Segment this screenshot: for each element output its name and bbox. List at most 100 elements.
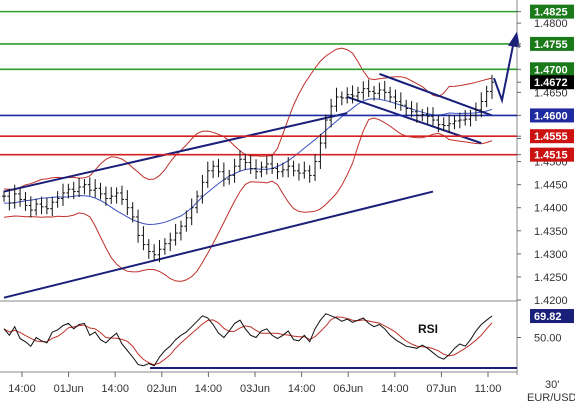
candle	[232, 158, 237, 183]
price-tick-label: 1.4250	[534, 272, 568, 284]
price-tick-label: 1.4650	[534, 87, 568, 99]
candle	[60, 183, 65, 206]
candle	[34, 198, 39, 216]
candle	[377, 82, 382, 99]
candle	[366, 79, 371, 97]
time-tick-label: 06Jun	[333, 383, 363, 395]
candle	[243, 153, 248, 170]
candle	[490, 74, 494, 99]
candle	[296, 163, 301, 181]
level-label-box-resistance-1	[530, 4, 574, 19]
candle	[259, 161, 264, 178]
candle	[2, 190, 6, 202]
price-candles	[2, 74, 494, 263]
rsi-name-label: RSI	[418, 322, 438, 336]
candle	[98, 182, 103, 200]
candle	[323, 114, 328, 149]
candle	[237, 150, 242, 172]
candle	[270, 154, 275, 175]
candle	[77, 177, 82, 198]
candle	[463, 109, 468, 126]
candle	[313, 154, 318, 181]
price-tick-label: 1.4350	[534, 226, 568, 238]
timeframe-label: 30'	[545, 379, 559, 391]
candle	[157, 240, 162, 263]
level-label-pivot: 1.4600	[534, 110, 568, 122]
candle	[82, 179, 87, 195]
price-tick-label: 1.4800	[534, 18, 568, 30]
candle	[388, 86, 393, 103]
time-tick-label: 14:00	[101, 383, 129, 395]
level-label-box-support-2	[530, 147, 574, 162]
candle	[479, 92, 484, 118]
candle	[184, 210, 189, 232]
level-labels: 1.4825 1.4755 1.4700 1.4600 1.4555 1.4515 1.46…	[530, 4, 574, 162]
candle	[339, 91, 344, 106]
candle	[109, 186, 114, 205]
forecast-path	[493, 40, 515, 104]
rsi-tick-label: 50.00	[534, 333, 562, 345]
candle	[216, 158, 221, 178]
lower-channel-line	[3, 190, 434, 299]
candle	[307, 165, 312, 183]
candle	[44, 197, 49, 215]
pair-label: EUR/USD	[527, 392, 575, 404]
candle	[136, 209, 141, 243]
candle	[12, 184, 17, 209]
candle	[291, 160, 296, 177]
level-label-support-1: 1.4555	[534, 131, 568, 143]
candle	[141, 226, 146, 251]
price-panel	[0, 0, 517, 300]
candle	[146, 239, 151, 259]
candle	[452, 115, 457, 130]
candle	[173, 223, 178, 246]
indicator-panel	[0, 302, 517, 372]
candle	[195, 190, 200, 214]
candle	[87, 177, 92, 196]
candle	[211, 160, 216, 179]
candle	[345, 87, 350, 104]
candle	[393, 89, 398, 109]
candle	[103, 186, 108, 206]
level-label-support-2: 1.4515	[534, 150, 568, 162]
candle	[130, 202, 135, 223]
candle	[425, 107, 430, 124]
candle	[221, 162, 226, 187]
time-tick-label: 02Jun	[147, 383, 177, 395]
candle	[248, 155, 253, 175]
level-lines	[0, 10, 517, 156]
level-label-resistance-3: 1.4700	[534, 64, 568, 76]
candle	[361, 81, 366, 100]
candle	[162, 238, 167, 255]
rsi-value-box	[530, 309, 574, 324]
candle	[189, 198, 194, 226]
candle	[275, 162, 280, 180]
candle	[50, 196, 55, 217]
time-tick-label: 14:00	[8, 383, 36, 395]
candle	[125, 190, 130, 216]
candle	[152, 244, 157, 261]
candle	[18, 188, 23, 207]
candle	[398, 92, 403, 111]
candle	[447, 114, 452, 133]
candle	[55, 191, 60, 208]
time-tick-label: 01Jun	[54, 383, 84, 395]
time-tick-label: 14:00	[195, 383, 223, 395]
candle	[436, 114, 441, 133]
candle	[23, 192, 28, 211]
price-tick-label: 1.4450	[534, 180, 568, 192]
level-label-box-pivot	[530, 108, 574, 123]
candle	[457, 112, 462, 129]
candle	[39, 196, 44, 215]
last-price-label: 1.4672	[534, 77, 568, 89]
level-label-box-resistance-3	[530, 62, 574, 77]
level-label-resistance-1: 1.4825	[534, 7, 568, 19]
candle	[334, 87, 339, 112]
candle	[441, 117, 446, 132]
rsi-line	[3, 313, 493, 367]
time-axis: 14:00 01Jun 14:00 02Jun 14:00 03Jun 14:00 06Jun…	[8, 372, 501, 395]
price-tick-label: 1.4300	[534, 249, 568, 261]
time-tick-label: 07Jun	[426, 383, 456, 395]
candle	[473, 102, 478, 121]
